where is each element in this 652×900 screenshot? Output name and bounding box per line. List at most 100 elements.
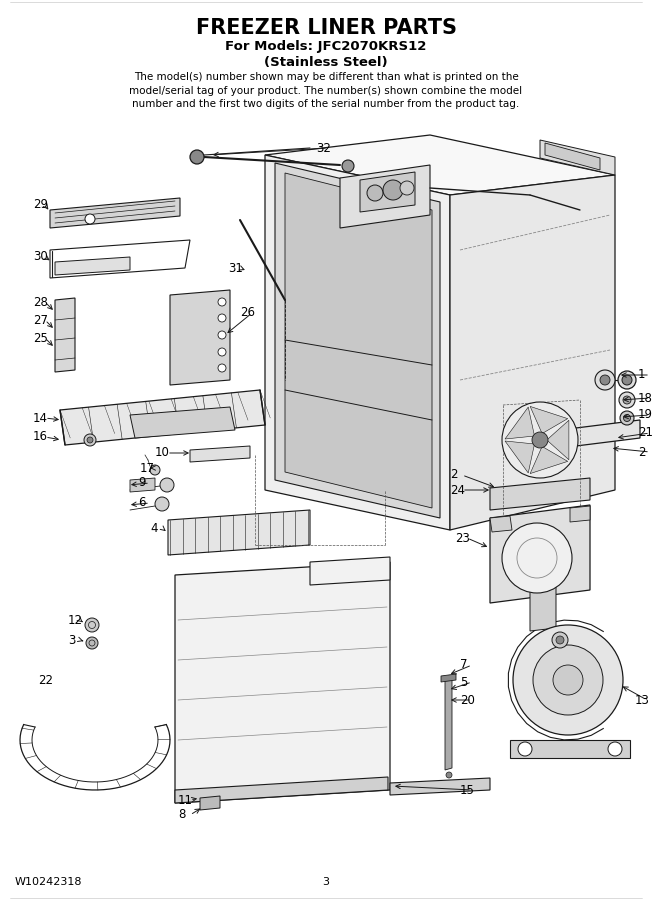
- Text: W10242318: W10242318: [15, 877, 83, 887]
- Polygon shape: [190, 446, 250, 462]
- Circle shape: [218, 314, 226, 322]
- Polygon shape: [55, 257, 130, 275]
- Circle shape: [620, 411, 634, 425]
- Polygon shape: [175, 777, 388, 803]
- Polygon shape: [445, 678, 452, 770]
- Circle shape: [600, 375, 610, 385]
- Circle shape: [446, 772, 452, 778]
- Circle shape: [556, 636, 564, 644]
- Polygon shape: [310, 557, 390, 585]
- Text: 32: 32: [316, 141, 331, 155]
- Text: 5: 5: [460, 676, 467, 688]
- Polygon shape: [130, 407, 235, 438]
- Polygon shape: [505, 441, 537, 473]
- Polygon shape: [540, 140, 615, 175]
- Text: 29: 29: [33, 199, 48, 212]
- Polygon shape: [510, 740, 630, 758]
- Text: 12: 12: [68, 614, 83, 626]
- Polygon shape: [490, 478, 590, 510]
- Text: 24: 24: [450, 483, 465, 497]
- Text: 18: 18: [638, 392, 652, 404]
- Text: The model(s) number shown may be different than what is printed on the
model/ser: The model(s) number shown may be differe…: [130, 72, 522, 109]
- Circle shape: [502, 402, 578, 478]
- Circle shape: [160, 478, 174, 492]
- Polygon shape: [340, 165, 430, 228]
- Text: 26: 26: [240, 307, 255, 320]
- Text: 21: 21: [638, 427, 652, 439]
- Circle shape: [400, 181, 414, 195]
- Polygon shape: [545, 143, 600, 170]
- Circle shape: [218, 348, 226, 356]
- Circle shape: [84, 434, 96, 446]
- Circle shape: [533, 645, 603, 715]
- Circle shape: [218, 298, 226, 306]
- Text: 3: 3: [68, 634, 76, 646]
- Circle shape: [342, 160, 354, 172]
- Polygon shape: [530, 407, 568, 436]
- Circle shape: [532, 432, 548, 448]
- Text: 8: 8: [178, 808, 185, 822]
- Text: 27: 27: [33, 313, 48, 327]
- Text: 2: 2: [450, 469, 458, 482]
- Text: 6: 6: [138, 497, 145, 509]
- Text: For Models: JFC2070KRS12: For Models: JFC2070KRS12: [226, 40, 426, 53]
- Polygon shape: [170, 290, 230, 385]
- Circle shape: [367, 185, 383, 201]
- Polygon shape: [390, 778, 490, 795]
- Polygon shape: [570, 506, 590, 522]
- Polygon shape: [265, 155, 450, 530]
- Circle shape: [150, 465, 160, 475]
- Text: 2: 2: [638, 446, 645, 458]
- Text: 19: 19: [638, 409, 652, 421]
- Text: 15: 15: [460, 784, 475, 796]
- Polygon shape: [200, 796, 220, 810]
- Text: 11: 11: [178, 794, 193, 806]
- Circle shape: [85, 214, 95, 224]
- Text: 7: 7: [460, 659, 467, 671]
- Polygon shape: [560, 420, 640, 448]
- Polygon shape: [275, 163, 440, 518]
- Polygon shape: [544, 420, 569, 460]
- Circle shape: [502, 523, 572, 593]
- Polygon shape: [530, 587, 556, 631]
- Circle shape: [552, 632, 568, 648]
- Text: 16: 16: [33, 430, 48, 444]
- Text: (Stainless Steel): (Stainless Steel): [264, 56, 388, 69]
- Circle shape: [86, 637, 98, 649]
- Polygon shape: [265, 135, 615, 195]
- Circle shape: [218, 331, 226, 339]
- Circle shape: [155, 497, 169, 511]
- Polygon shape: [168, 510, 310, 555]
- Polygon shape: [530, 444, 568, 473]
- Text: 17: 17: [140, 462, 155, 474]
- Polygon shape: [175, 562, 390, 803]
- Circle shape: [595, 370, 615, 390]
- Text: 30: 30: [33, 250, 48, 264]
- Circle shape: [618, 371, 636, 389]
- Text: 31: 31: [228, 262, 243, 274]
- Text: 3: 3: [323, 877, 329, 887]
- Text: 22: 22: [38, 673, 53, 687]
- Polygon shape: [441, 674, 456, 682]
- Circle shape: [622, 375, 632, 385]
- Text: 10: 10: [155, 446, 170, 460]
- Circle shape: [87, 437, 93, 443]
- Circle shape: [383, 180, 403, 200]
- Text: 25: 25: [33, 331, 48, 345]
- Text: 28: 28: [33, 295, 48, 309]
- Circle shape: [619, 392, 635, 408]
- Text: 9: 9: [138, 476, 145, 490]
- Polygon shape: [360, 172, 415, 212]
- Text: 23: 23: [455, 532, 470, 544]
- Text: 13: 13: [635, 694, 650, 706]
- Circle shape: [623, 415, 630, 421]
- Polygon shape: [55, 298, 75, 372]
- Circle shape: [218, 364, 226, 372]
- Text: 4: 4: [150, 521, 158, 535]
- Polygon shape: [50, 198, 180, 228]
- Polygon shape: [60, 390, 265, 445]
- Text: 20: 20: [460, 694, 475, 706]
- Circle shape: [513, 625, 623, 735]
- Polygon shape: [130, 478, 155, 492]
- Circle shape: [553, 665, 583, 695]
